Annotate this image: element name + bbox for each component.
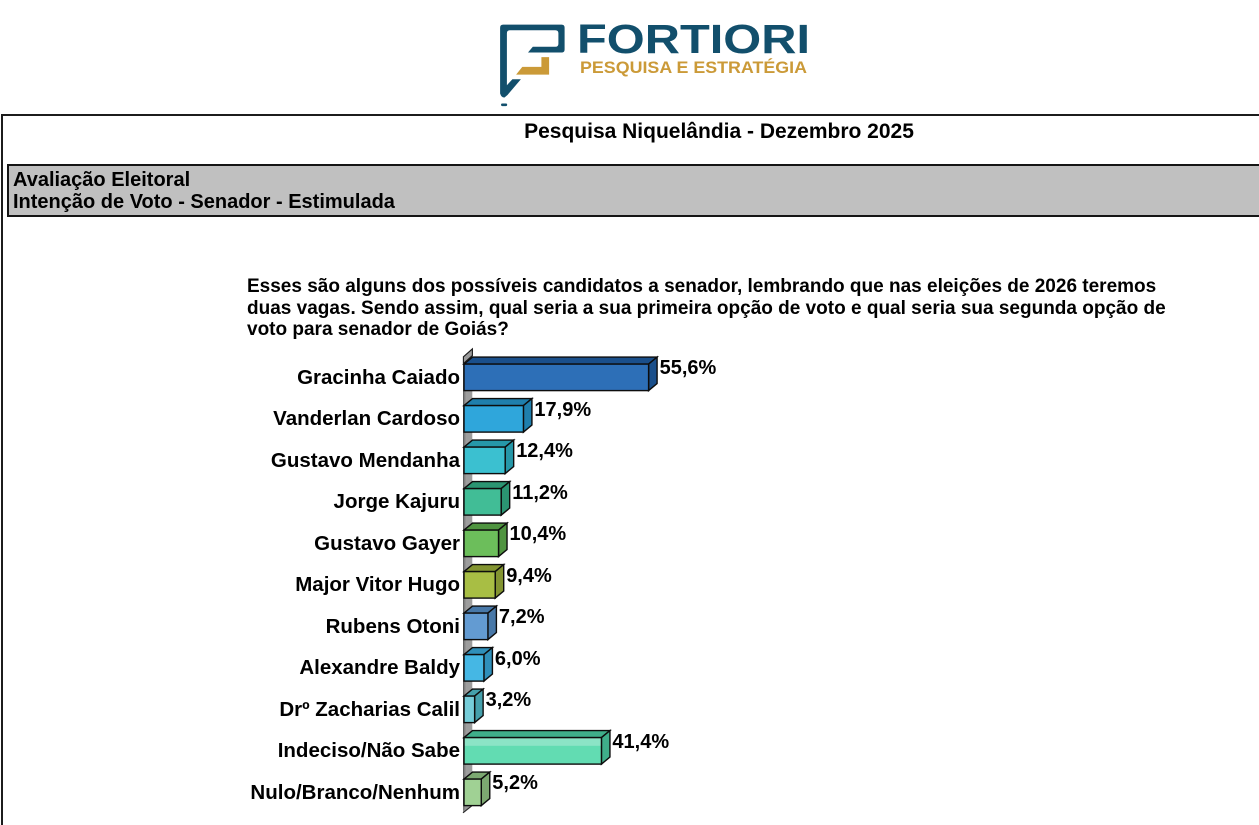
svg-text:PESQUISA E ESTRATÉGIA: PESQUISA E ESTRATÉGIA: [580, 58, 807, 77]
svg-text:FORTIORI: FORTIORI: [577, 16, 810, 62]
